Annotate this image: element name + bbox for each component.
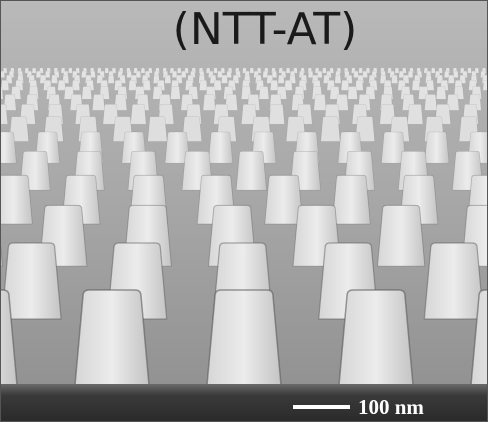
pillar: [322, 68, 326, 73]
pillar: [391, 75, 397, 83]
pillar: [412, 80, 420, 90]
pillar: [431, 68, 435, 73]
pillar: [131, 104, 147, 124]
pillar: [339, 290, 413, 385]
pillar: [213, 68, 217, 73]
pillar: [250, 68, 254, 73]
pillar: [177, 68, 181, 73]
pillar: [105, 68, 109, 73]
scale-label: 100 nm: [358, 395, 424, 419]
pillar: [236, 151, 266, 190]
pillar: [377, 205, 424, 266]
pillar: [208, 132, 232, 163]
pillar: [286, 68, 290, 73]
pillar: [259, 87, 269, 100]
pillar: [359, 68, 363, 73]
pillar: [407, 104, 423, 124]
caption: (NTT-AT): [173, 4, 358, 55]
pillar: [341, 80, 349, 90]
pillar: [82, 87, 92, 100]
pillar: [199, 80, 207, 90]
pillar: [92, 94, 104, 110]
pillar: [148, 117, 167, 142]
pillar: [424, 243, 483, 319]
pillar: [108, 75, 114, 83]
pillar: [75, 290, 149, 385]
pillar: [436, 87, 446, 100]
pillar: [170, 87, 180, 100]
pillar: [32, 68, 36, 73]
pillar: [278, 75, 284, 83]
pillar: [395, 68, 399, 73]
pillar: [221, 75, 227, 83]
pillar: [269, 104, 285, 124]
pillar: [203, 94, 215, 110]
pillar: [424, 94, 436, 110]
pillar: [467, 68, 471, 73]
pillar: [141, 68, 145, 73]
pillar: [335, 75, 341, 83]
pillar: [58, 80, 66, 90]
pillar: [51, 75, 57, 83]
pillar: [314, 94, 326, 110]
pillar: [2, 243, 61, 319]
pillar: [321, 117, 340, 142]
pillar: [348, 87, 358, 100]
pillar: [332, 175, 370, 224]
sem-image: 100 nm (NTT-AT): [0, 0, 488, 422]
pillar: [165, 75, 171, 83]
pillar: [207, 290, 281, 385]
pillar: [129, 80, 137, 90]
pillar: [448, 75, 454, 83]
pillar: [0, 132, 16, 163]
page: 100 nm (NTT-AT) (() => { const data = JS…: [0, 0, 488, 422]
pillar: [0, 175, 32, 224]
pillar: [270, 80, 278, 90]
pillar: [68, 68, 72, 73]
pillar: [425, 132, 449, 163]
